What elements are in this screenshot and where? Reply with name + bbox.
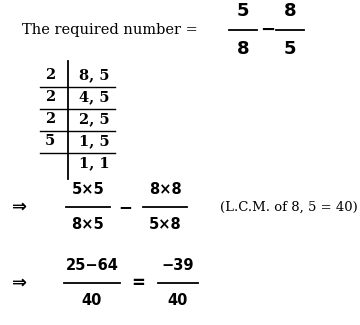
Text: 40: 40 [82,293,102,308]
Text: 8: 8 [284,2,296,20]
Text: 1, 1: 1, 1 [79,156,110,170]
Text: 2: 2 [45,68,55,82]
Text: 5: 5 [237,2,249,20]
Text: ⇒: ⇒ [12,274,27,292]
Text: ⇒: ⇒ [12,198,27,216]
Text: 8: 8 [237,40,249,58]
Text: 8×8: 8×8 [149,182,181,197]
Text: 8, 5: 8, 5 [79,68,109,82]
Text: 2: 2 [45,112,55,126]
Text: 5: 5 [45,134,55,148]
Text: 5×5: 5×5 [72,182,104,197]
Text: (L.C.M. of 8, 5 = 40): (L.C.M. of 8, 5 = 40) [220,201,358,214]
Text: −39: −39 [162,258,194,273]
Text: 2: 2 [45,90,55,104]
Text: 8×5: 8×5 [72,217,104,232]
Text: =: = [131,274,145,292]
Text: 25−64: 25−64 [66,258,118,273]
Text: 5: 5 [284,40,296,58]
Text: 2, 5: 2, 5 [79,112,110,126]
Text: −: − [260,21,275,39]
Text: 5×8: 5×8 [149,217,181,232]
Text: 1, 5: 1, 5 [79,134,110,148]
Text: 40: 40 [168,293,188,308]
Text: 4, 5: 4, 5 [79,90,109,104]
Text: The required number =: The required number = [22,23,198,37]
Text: −: − [118,198,132,216]
